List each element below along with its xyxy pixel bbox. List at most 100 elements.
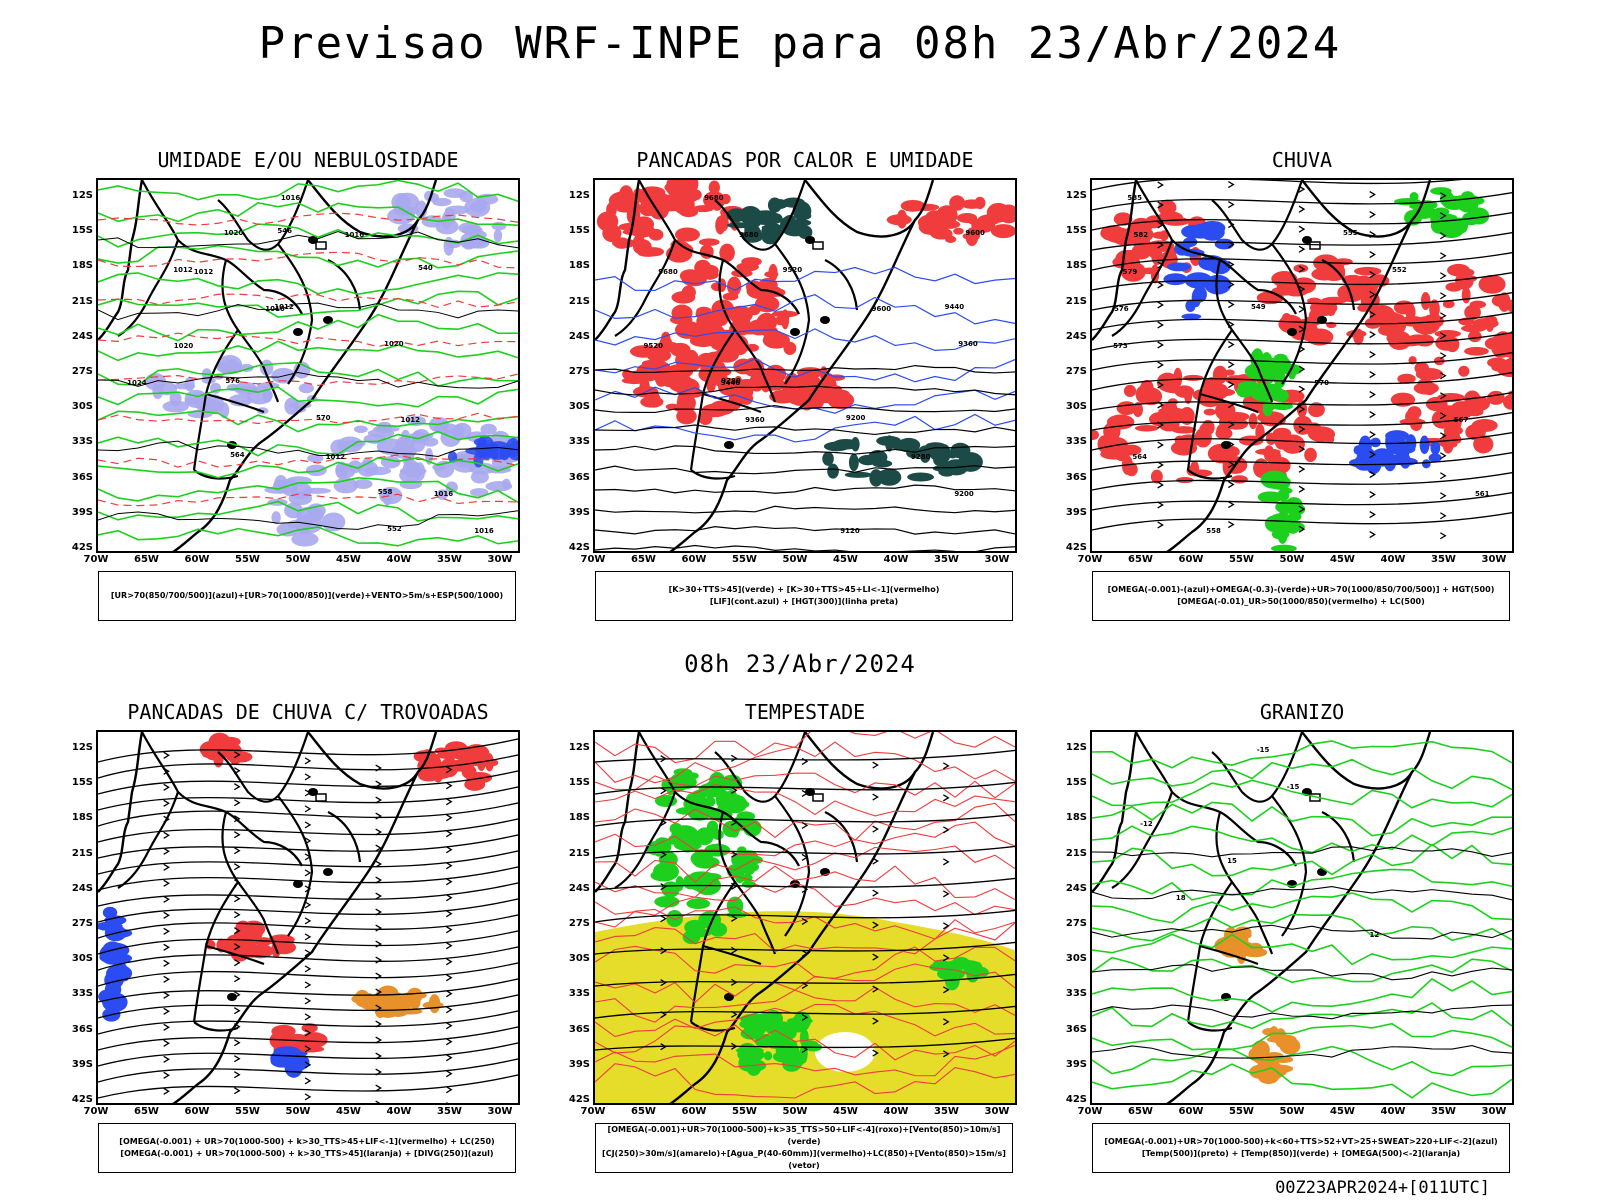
panel-title: TEMPESTADE — [744, 700, 866, 724]
latitude-label: 21S — [1065, 295, 1087, 307]
latitude-label: 21S — [1065, 847, 1087, 859]
latitude-label: 18S — [568, 260, 590, 272]
longitude-label: 70W — [580, 554, 606, 565]
lake-shape — [293, 880, 303, 888]
latitude-label: 21S — [568, 847, 590, 859]
longitude-label: 40W — [386, 1106, 412, 1117]
longitude-label: 45W — [1330, 1106, 1355, 1117]
contour-label: 18 — [1176, 894, 1186, 902]
longitude-label: 50W — [1279, 554, 1305, 565]
legend-line: [LIF](cont.azul) + [HGT(300)](linha pret… — [709, 597, 899, 606]
lake-shape — [293, 328, 303, 336]
latitude-label: 36S — [1065, 471, 1087, 483]
longitude-label: 70W — [1077, 554, 1103, 565]
lake-shape — [790, 880, 800, 888]
longitude-label: 60W — [1178, 554, 1204, 565]
lake-shape — [323, 868, 333, 876]
lake-shape — [724, 441, 734, 449]
longitude-label: 35W — [934, 554, 959, 565]
latitude-label: 36S — [71, 471, 93, 483]
latitude-label: 27S — [71, 918, 93, 929]
latitude-label: 30S — [568, 953, 590, 965]
latitude-label: 36S — [71, 1023, 93, 1035]
latitude-label: 18S — [71, 812, 93, 824]
latitude-label: 15S — [71, 225, 93, 237]
latitude-label: 18S — [1065, 812, 1087, 824]
latitude-label: 39S — [1065, 506, 1087, 518]
lake-shape — [227, 993, 237, 1001]
contour-label: 9120 — [840, 527, 860, 535]
contour-label: 552 — [387, 525, 402, 533]
latitude-label: 24S — [71, 330, 93, 342]
latitude-label: 36S — [568, 1023, 590, 1035]
contour-label: 9200 — [954, 490, 974, 498]
longitude-label: 35W — [437, 1106, 462, 1117]
contour-label: 582 — [1133, 231, 1148, 239]
contour-label: 15 — [1227, 857, 1237, 865]
lake-shape — [820, 316, 830, 324]
latitude-label: 33S — [71, 436, 93, 448]
longitude-label: 30W — [487, 554, 513, 565]
longitude-label: 30W — [487, 1106, 513, 1117]
latitude-label: 30S — [1065, 401, 1087, 413]
latitude-label: 39S — [1065, 1058, 1087, 1070]
panel-title: GRANIZO — [1259, 700, 1345, 724]
contour-label: 9440 — [945, 303, 965, 311]
latitude-label: 33S — [1065, 436, 1087, 448]
contour-label: 576 — [225, 377, 240, 385]
longitude-label: 70W — [1077, 1106, 1103, 1117]
contour-label: 1012 — [274, 303, 294, 311]
longitude-label: 65W — [134, 554, 159, 565]
panel-legend: [OMEGA(-0.001)+UR>70(1000-500)+k<60+TTS>… — [1092, 1123, 1510, 1173]
longitude-label: 60W — [1178, 1106, 1204, 1117]
forecast-map — [96, 730, 520, 1105]
longitude-label: 45W — [336, 1106, 361, 1117]
latitude-label: 12S — [1065, 190, 1087, 201]
contour-label: 1016 — [474, 527, 494, 535]
contour-label: 564 — [230, 451, 245, 459]
main-title: Previsao WRF-INPE para 08h 23/Abr/2024 — [258, 18, 1342, 69]
longitude-label: 55W — [732, 554, 757, 565]
latitude-label: 15S — [568, 225, 590, 237]
panel-legend: [OMEGA(-0.001)-(azul)+OMEGA(-0.3)-(verde… — [1092, 571, 1510, 621]
latitude-label: 39S — [71, 506, 93, 518]
latitude-label: 30S — [1065, 953, 1087, 965]
contour-label: 564 — [1132, 453, 1147, 461]
lake-shape — [790, 328, 800, 336]
contour-label: 1020 — [224, 229, 244, 237]
latitude-label: 39S — [71, 1058, 93, 1070]
longitude-label: 55W — [1229, 554, 1254, 565]
latitude-label: 24S — [568, 330, 590, 342]
panel-title: PANCADAS POR CALOR E UMIDADE — [636, 148, 974, 172]
contour-label: 9680 — [658, 268, 678, 276]
longitude-label: 40W — [883, 554, 909, 565]
latitude-label: 18S — [1065, 260, 1087, 272]
latitude-label: 39S — [568, 506, 590, 518]
contour-label: 558 — [378, 488, 393, 496]
latitude-label: 21S — [71, 295, 93, 307]
legend-line: [OMEGA(-0.001)+UR>70(1000-500)+k<60+TTS>… — [1104, 1137, 1498, 1146]
lake-shape — [323, 316, 333, 324]
contour-label: 558 — [1206, 527, 1221, 535]
latitude-label: 42S — [71, 542, 93, 553]
contour-label: 1012 — [326, 453, 346, 461]
latitude-label: 15S — [1065, 225, 1087, 237]
latitude-label: 39S — [568, 1058, 590, 1070]
contour-label: 9360 — [745, 416, 765, 424]
contour-label: 585 — [1127, 194, 1142, 202]
contour-label: 1016 — [345, 231, 365, 239]
longitude-label: 50W — [1279, 1106, 1305, 1117]
panel-legend: [OMEGA(-0.001) + UR>70(1000-500) + k>30_… — [98, 1123, 516, 1173]
contour-label: 1020 — [174, 342, 194, 350]
contour-label: 9280 — [721, 377, 741, 385]
longitude-label: 35W — [1431, 554, 1456, 565]
longitude-label: 65W — [631, 1106, 656, 1117]
contour-label: 1020 — [384, 340, 404, 348]
legend-line: [Temp(500)](preto) + [Temp(850)](verde) … — [1141, 1149, 1461, 1158]
longitude-label: 50W — [285, 554, 311, 565]
contour-label: 9680 — [739, 231, 759, 239]
legend-line: [OMEGA(-0.001)-(azul)+OMEGA(-0.3)-(verde… — [1107, 585, 1495, 594]
contour-label: 573 — [1113, 342, 1128, 350]
forecast-map: 9680 9680 9680 9600 9520 9440 9360 9280 9200 9120… — [593, 178, 1017, 553]
contour-label: 9600 — [965, 229, 985, 237]
